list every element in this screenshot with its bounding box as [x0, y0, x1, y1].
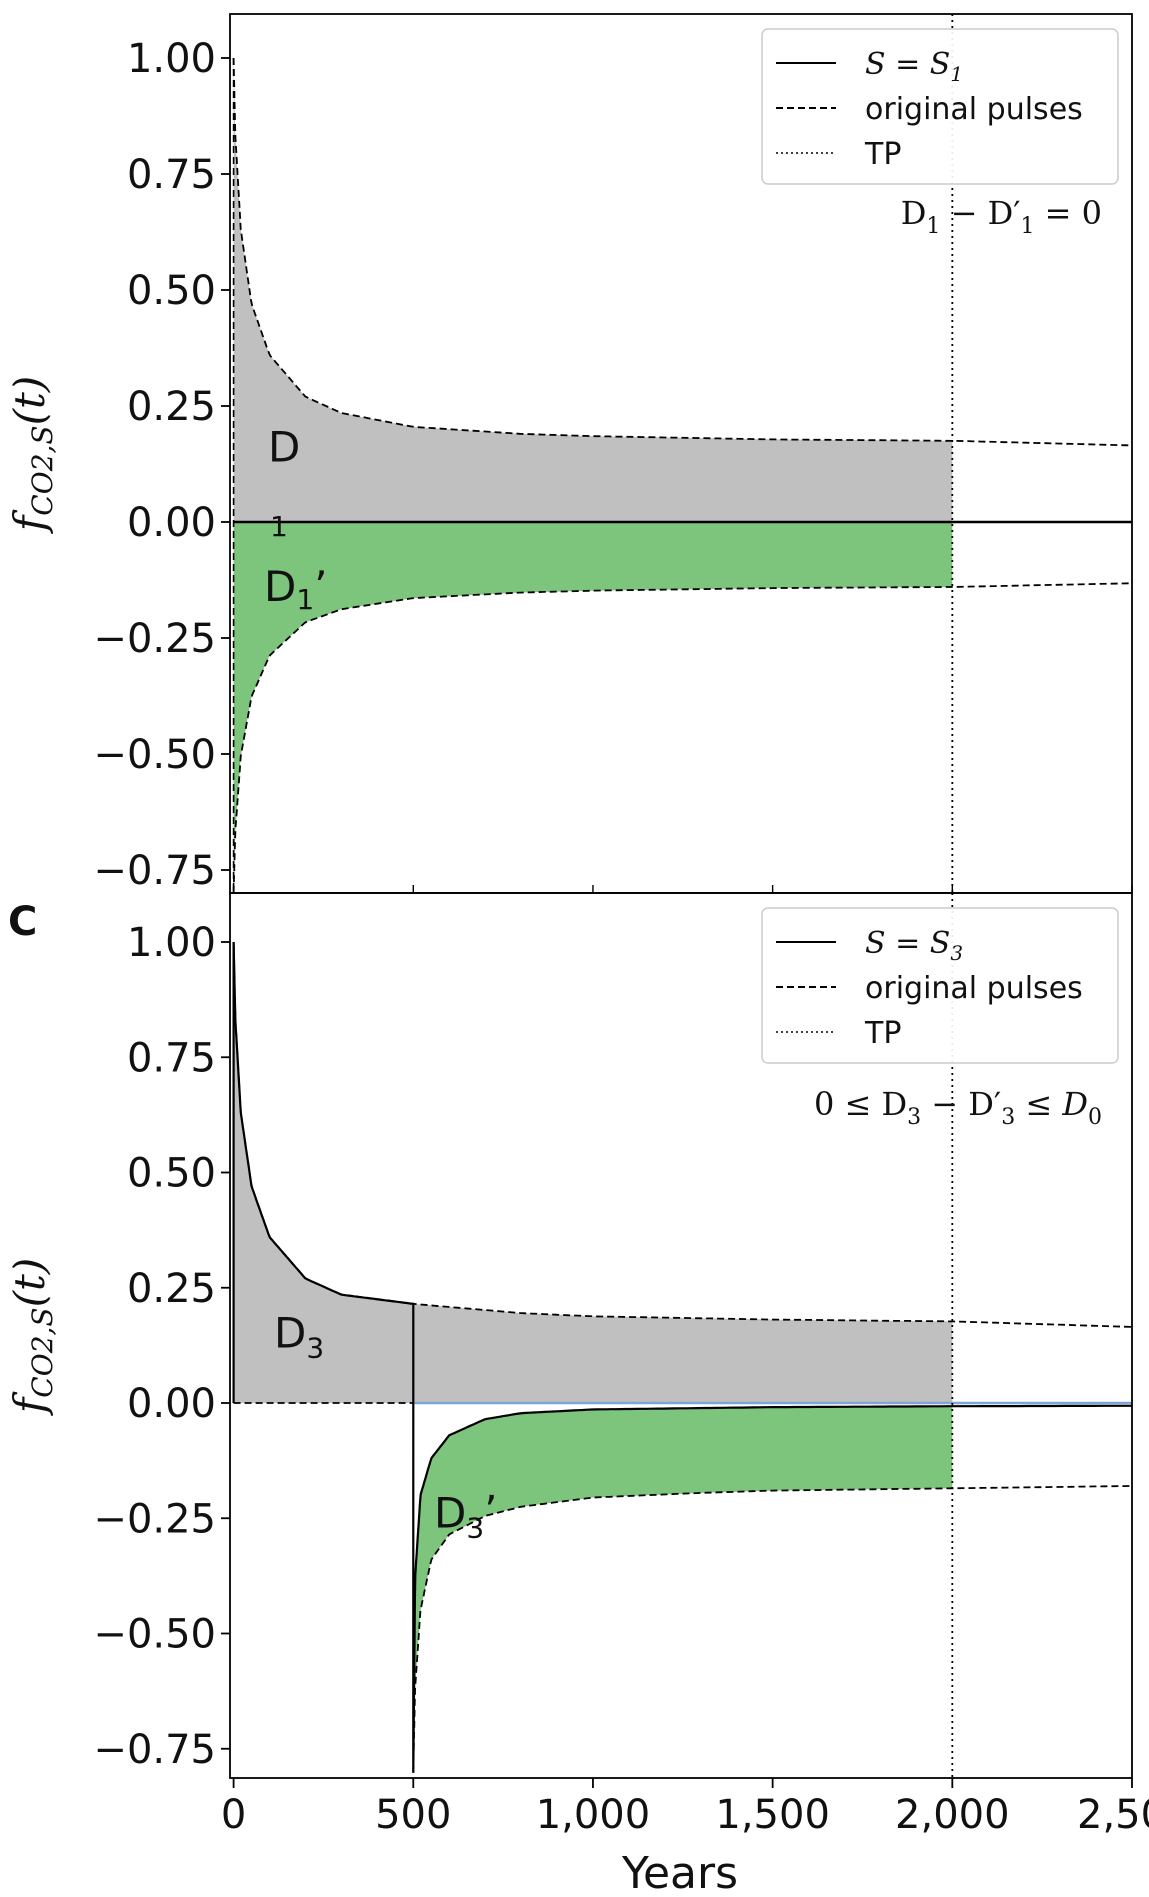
legend-math-main: S = S [865, 47, 950, 82]
region-sub: 3 [306, 1332, 324, 1365]
y-tick-label: 0.75 [127, 152, 216, 198]
y-tick-label: 0.75 [127, 1035, 216, 1081]
y-tick-label: 1.00 [127, 920, 216, 966]
legend-math-sub: 3 [950, 941, 963, 965]
x-tick-label: 2,50 [1077, 1792, 1149, 1838]
region-main: D [264, 562, 296, 611]
legend-entry-label: original pulses [865, 971, 1083, 1006]
x-tick-label: 1,500 [715, 1792, 830, 1838]
region-label-d3: D3 [274, 1309, 324, 1365]
original-pulse-positive [232, 58, 1132, 447]
region-main: D [274, 1309, 306, 1358]
plot-area [232, 58, 1132, 893]
region-sub: 1 [296, 583, 314, 616]
region-negative [233, 522, 953, 893]
annotation-part: D [901, 194, 927, 232]
series-s3-line [232, 942, 1132, 1773]
region-sub: 3 [466, 1511, 484, 1544]
plot-area [232, 942, 1132, 1773]
y-tick-label: −0.75 [93, 848, 216, 894]
x-tick-label: 0 [221, 1792, 246, 1838]
y-label-part: (t) [5, 376, 54, 426]
region-positive [233, 58, 953, 522]
y-tick-label: 0.00 [127, 500, 216, 546]
annotation-part: 3 [1001, 1105, 1015, 1130]
y-tick-label: −0.75 [93, 1727, 216, 1773]
x-tick-label: 2,000 [895, 1792, 1010, 1838]
x-axis-label: Years [621, 1848, 738, 1897]
y-tick-label: 0.50 [127, 1151, 216, 1197]
y-tick-label: 0.25 [127, 384, 216, 430]
y-axis-label: fCO2,S(t) [5, 1258, 59, 1416]
legend-entry-label: TP [864, 137, 901, 172]
annotation-part: 0 ≤ D [814, 1085, 907, 1123]
region-prime: ’ [314, 562, 327, 611]
legend-box [761, 907, 1119, 1064]
y-axis-label: fCO2,S(t) [5, 376, 59, 534]
legend-entry-label: original pulses [865, 92, 1083, 127]
annotation-part: − D′ [940, 194, 1020, 232]
y-label-part: CO2,S [26, 425, 59, 515]
legend-entry-label: TP [864, 1016, 901, 1051]
y-tick-label: 1.00 [127, 36, 216, 82]
legend-math-sub: 1 [950, 62, 963, 86]
y-tick-label: 0.00 [127, 1381, 216, 1427]
annotation-part: 0 [1088, 1105, 1102, 1130]
annotation-part: D [1061, 1085, 1088, 1123]
annotation-part: = 0 [1034, 194, 1102, 232]
x-axis: 0 500 1,000 1,500 2,000 2,50 [221, 885, 1149, 1838]
y-tick-label: −0.25 [93, 1496, 216, 1542]
y-tick-label: −0.25 [93, 616, 216, 662]
legend-box [761, 28, 1119, 185]
region-label-d1: D [268, 423, 300, 472]
region-label-d1-prime: D1’ [264, 562, 328, 616]
panel-letter: C [8, 899, 37, 945]
legend: S = S1 original pulses TP [761, 28, 1119, 185]
annotation-part: 1 [1020, 214, 1034, 239]
annotation-equation: 0 ≤ D3 − D′3 ≤ D0 [814, 1085, 1102, 1130]
x-tick-label: 1,000 [536, 1792, 651, 1838]
annotation-equation: D1 − D′1 = 0 [901, 194, 1102, 239]
region-label-d3-prime: D3’ [434, 1486, 498, 1544]
region-positive [233, 942, 953, 1403]
annotation-part: 3 [907, 1105, 921, 1130]
x-tick-label: 500 [375, 1792, 451, 1838]
y-tick-label: −0.50 [93, 732, 216, 778]
annotation-part: ≤ [1015, 1085, 1062, 1123]
annotation-part: 1 [926, 214, 940, 239]
region-label-d1-sub: 1 [270, 510, 288, 543]
region-main: D [434, 1488, 466, 1537]
y-tick-label: 0.25 [127, 1266, 216, 1312]
legend-math-main: S = S [865, 926, 950, 961]
legend-entry-label: S = S1 [865, 47, 963, 86]
y-tick-label: 0.50 [127, 268, 216, 314]
y-label-part: CO2,S [26, 1307, 59, 1397]
annotation-part: − D′ [921, 1085, 1001, 1123]
y-label-part: (t) [5, 1258, 54, 1308]
panel-c: 1.00 0.75 0.50 0.25 0.00 −0.25 −0.50 −0.75 fCO2,… [5, 892, 1133, 1779]
panel-top: 1.00 0.75 0.50 0.25 0.00 −0.25 −0.50 −0.75 fCO2,… [5, 13, 1133, 894]
legend: S = S3 original pulses TP [761, 907, 1119, 1064]
original-pulse-negative [412, 1485, 1132, 1772]
plot-frame [229, 892, 1133, 1779]
legend-entry-label: S = S3 [865, 926, 963, 965]
region-prime: ’ [484, 1486, 497, 1535]
y-tick-label: −0.50 [93, 1612, 216, 1658]
region-negative [413, 1406, 953, 1772]
original-pulse-negative [232, 582, 1132, 893]
